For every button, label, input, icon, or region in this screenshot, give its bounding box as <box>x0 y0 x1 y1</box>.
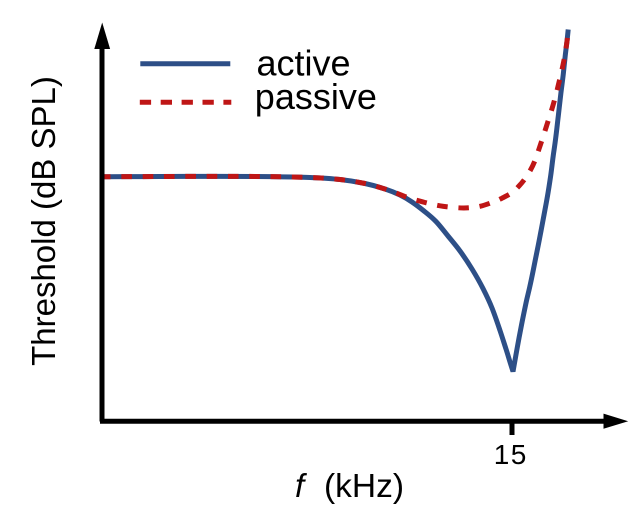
svg-text:f: f <box>295 467 308 504</box>
svg-text:active: active <box>257 43 351 84</box>
svg-text:passive: passive <box>255 76 377 117</box>
svg-text:Threshold (dB SPL): Threshold (dB SPL) <box>25 76 62 366</box>
svg-text:(kHz): (kHz) <box>324 468 404 505</box>
svg-text:15: 15 <box>494 439 528 470</box>
